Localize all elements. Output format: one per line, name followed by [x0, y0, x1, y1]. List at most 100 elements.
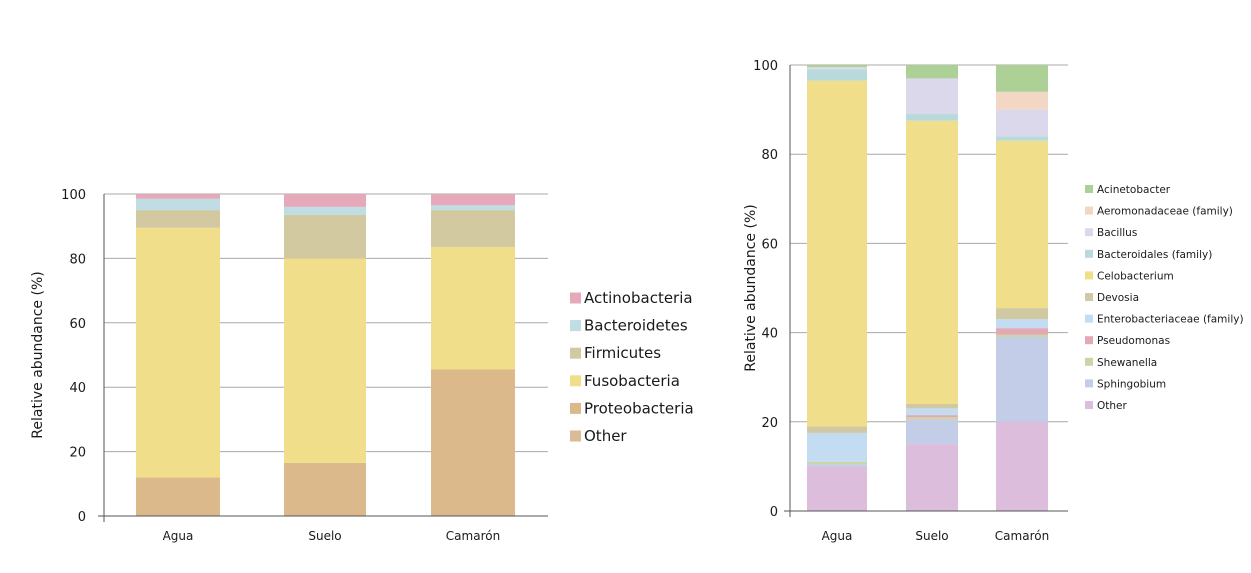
legend-label-proteobacteria: Proteobacteria [584, 399, 694, 417]
bar-suelo-bacillus [906, 78, 958, 115]
y-tick-label: 40 [69, 381, 86, 396]
x-tick-label-suelo: Suelo [915, 529, 948, 543]
bar-agua-proteobacteria [136, 477, 220, 516]
bar-agua-shewanella [807, 461, 867, 465]
bar-suelo-proteobacteria [284, 462, 366, 516]
legend-label-other: Other [584, 427, 627, 445]
bar-suelo-fusobacteria [284, 258, 366, 463]
bar-camar-n-fusobacteria [431, 247, 515, 370]
bar-agua-sphingobium [807, 464, 867, 467]
y-tick-label: 100 [61, 188, 86, 203]
bar-agua-bacteroidales-family [807, 69, 867, 81]
legend-swatch-celobacterium [1085, 271, 1093, 280]
bar-agua-other [807, 466, 867, 511]
legend-swatch-fusobacteria [570, 375, 581, 387]
legend-label-actinobacteria: Actinobacteria [584, 289, 693, 307]
y-tick-label: 0 [78, 510, 86, 525]
bar-camar-n-shewanella [996, 334, 1048, 338]
chart-genus: 0 20 40 60 80 100 Agua Suelo Camarón Relative abu… [743, 59, 1244, 543]
legend-label-sphingobium: Sphingobium [1097, 378, 1166, 390]
legend-label-aeromonadaceae-family: Aeromonadaceae (family) [1097, 206, 1233, 218]
legend-swatch-pseudomonas [1085, 336, 1093, 345]
y-tick-label: 40 [761, 327, 778, 342]
y-axis-label: Relative abundance (%) [30, 271, 46, 438]
x-tick-label-agua: Agua [163, 529, 194, 543]
bar-suelo-acinetobacter [906, 65, 958, 79]
legend-label-bacteroidales-family: Bacteroidales (family) [1097, 249, 1212, 261]
bar-camar-n-actinobacteria [431, 194, 515, 206]
legend-swatch-proteobacteria [570, 402, 581, 414]
bar-agua-enterobacteriaceae-family [807, 432, 867, 462]
legend-swatch-bacillus [1085, 228, 1093, 237]
bar-suelo-bacteroidales-family [906, 114, 958, 121]
bar-camar-n-devosia [996, 308, 1048, 320]
legend-swatch-bacteroidetes [570, 320, 581, 332]
legend-swatch-shewanella [1085, 357, 1093, 366]
y-axis-label: Relative abundance (%) [743, 204, 759, 371]
legend-swatch-bacteroidales-family [1085, 249, 1093, 258]
bar-camar-n-bacillus [996, 109, 1048, 137]
bar-agua-fusobacteria [136, 227, 220, 478]
y-tick-label: 20 [69, 446, 86, 461]
bar-camar-n-acinetobacter [996, 65, 1048, 92]
bar-camar-n-celobacterium [996, 140, 1048, 309]
legend-label-enterobacteriaceae-family: Enterobacteriaceae (family) [1097, 314, 1244, 326]
bar-agua-acinetobacter [807, 65, 867, 68]
y-tick-label: 80 [69, 252, 86, 267]
bar-agua-actinobacteria [136, 194, 220, 199]
legend-label-bacteroidetes: Bacteroidetes [584, 317, 688, 335]
legend-label-acinetobacter: Acinetobacter [1097, 184, 1171, 196]
bar-suelo-bacteroidetes [284, 206, 366, 215]
y-tick-label: 60 [69, 317, 86, 332]
x-tick-label-camar-n: Camarón [446, 529, 500, 543]
bar-suelo-sphingobium [906, 419, 958, 445]
bar-camar-n-proteobacteria [431, 369, 515, 516]
bar-camar-n-sphingobium [996, 337, 1048, 422]
bar-agua-devosia [807, 426, 867, 433]
y-tick-label: 20 [761, 416, 778, 431]
x-tick-label-agua: Agua [822, 529, 853, 543]
bar-suelo-actinobacteria [284, 194, 366, 207]
bar-suelo-pseudomonas [906, 415, 958, 418]
legend-swatch-other [1085, 401, 1093, 409]
legend-label-celobacterium: Celobacterium [1097, 270, 1174, 282]
bar-suelo-shewanella [906, 417, 958, 420]
legend-swatch-devosia [1085, 293, 1093, 301]
legend-label-other: Other [1097, 400, 1127, 412]
legend-label-pseudomonas: Pseudomonas [1097, 335, 1170, 347]
bar-agua-bacillus [807, 67, 867, 70]
legend-swatch-sphingobium [1085, 379, 1093, 388]
bar-camar-n-bacteroidetes [431, 205, 515, 211]
bar-camar-n-enterobacteriaceae-family [996, 319, 1048, 329]
bar-suelo-firmicutes [284, 214, 366, 259]
bar-agua-firmicutes [136, 210, 220, 228]
bar-suelo-celobacterium [906, 120, 958, 404]
y-tick-label: 0 [770, 505, 778, 520]
y-tick-label: 80 [761, 148, 778, 163]
legend-swatch-firmicutes [570, 347, 581, 359]
legend-label-fusobacteria: Fusobacteria [584, 372, 680, 390]
bar-agua-bacteroidetes [136, 198, 220, 211]
legend-swatch-acinetobacter [1085, 185, 1093, 193]
bar-suelo-other [906, 444, 958, 511]
bar-camar-n-pseudomonas [996, 328, 1048, 335]
y-tick-label: 60 [761, 237, 778, 252]
bar-suelo-devosia [906, 403, 958, 409]
bar-agua-celobacterium [807, 80, 867, 427]
bar-suelo-enterobacteriaceae-family [906, 408, 958, 416]
x-tick-label-camar-n: Camarón [995, 529, 1049, 543]
legend-swatch-other [570, 430, 581, 442]
legend-label-bacillus: Bacillus [1097, 227, 1137, 239]
y-tick-label: 100 [753, 59, 778, 74]
legend-swatch-actinobacteria [570, 292, 581, 304]
legend-swatch-enterobacteriaceae-family [1085, 314, 1093, 323]
bar-camar-n-firmicutes [431, 210, 515, 248]
bar-camar-n-other [996, 421, 1048, 511]
legend-label-firmicutes: Firmicutes [584, 344, 661, 362]
legend-label-devosia: Devosia [1097, 292, 1139, 304]
bar-camar-n-aeromonadaceae-family [996, 91, 1048, 110]
x-tick-label-suelo: Suelo [308, 529, 341, 543]
bar-camar-n-bacteroidales-family [996, 136, 1048, 141]
legend-swatch-aeromonadaceae-family [1085, 206, 1093, 215]
